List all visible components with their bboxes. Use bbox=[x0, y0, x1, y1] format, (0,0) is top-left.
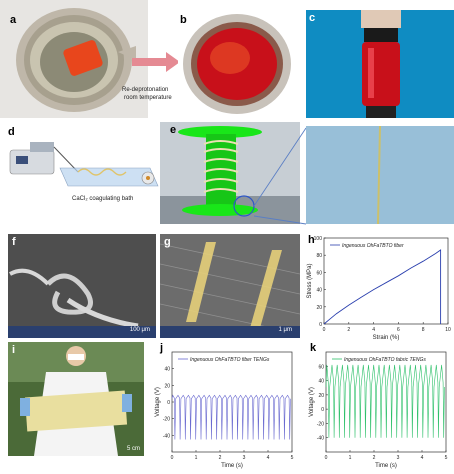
panel-h-stress-strain: h 0 2 4 6 8 10 0 20 40 60 80 100 Strain (%) Stress (M… bbox=[300, 232, 454, 344]
panel-e-spool-photo: e bbox=[160, 122, 300, 224]
sem-surface-illustration bbox=[160, 234, 300, 338]
x-tick-label: 10 bbox=[445, 327, 451, 333]
panel-j-voltage-fiber: j 0 1 2 3 4 5 40 20 0 -20 -40 Time (s) Voltage (V) In… bbox=[146, 340, 302, 474]
d-caption: CaCl₂ coagulating bath bbox=[72, 196, 134, 202]
beaker-orange-illustration bbox=[16, 8, 136, 112]
plot-frame bbox=[325, 351, 447, 453]
y-tick-label: 80 bbox=[316, 253, 322, 259]
y-tick-label: 60 bbox=[316, 270, 322, 276]
y-tick-label: -40 bbox=[317, 436, 324, 442]
y-tick-label: 0 bbox=[167, 400, 170, 406]
sem-knot-illustration bbox=[8, 234, 156, 338]
x-tick-label: 2 bbox=[219, 455, 222, 461]
person-holding-fabric-illustration bbox=[8, 342, 144, 456]
y-tick-label: 40 bbox=[316, 288, 322, 294]
y-tick-label: 20 bbox=[164, 383, 170, 389]
x-tick-label: 2 bbox=[347, 327, 350, 333]
panel-label-h: h bbox=[308, 234, 315, 246]
y-tick-label: 0 bbox=[319, 322, 322, 328]
voltage-time-chart-fabric: 0 1 2 3 4 5 60 40 20 0 -20 -40 Time (s) Voltage (V) In… bbox=[309, 351, 448, 469]
spool-illustration bbox=[160, 126, 300, 224]
y-tick-label: -40 bbox=[163, 433, 170, 439]
voltage-trace-fabric bbox=[325, 364, 445, 438]
x-tick-label: 0 bbox=[171, 455, 174, 461]
panel-f-sem-image: f 100 μm bbox=[8, 234, 156, 338]
panel-label-i: i bbox=[12, 344, 16, 356]
x-tick-label: 1 bbox=[195, 455, 198, 461]
i-scale-bar-label: 5 cm bbox=[126, 446, 140, 452]
x-tick-label: 0 bbox=[325, 455, 328, 461]
panel-label-f: f bbox=[12, 236, 16, 248]
x-axis-label: Time (s) bbox=[221, 463, 243, 469]
f-scale-bar-label: 100 μm bbox=[129, 327, 150, 333]
panel-d-wetspinning-diagram: d CaCl₂ coagulating bath bbox=[0, 122, 160, 224]
y-axis-label: Stress (MPa) bbox=[307, 263, 313, 298]
syringe-pump-illustration bbox=[9, 142, 159, 187]
x-tick-label: 6 bbox=[397, 327, 400, 333]
b-caption-2: room temperature bbox=[124, 95, 172, 101]
y-tick-label: 40 bbox=[318, 379, 324, 385]
panel-b-beaker-photo: b bbox=[178, 10, 296, 118]
y-tick-label: -20 bbox=[163, 417, 170, 423]
x-tick-label: 5 bbox=[291, 455, 294, 461]
legend-label: Ingenuous OhFaTBTO fiber TENGs bbox=[190, 357, 270, 363]
x-tick-label: 4 bbox=[372, 327, 375, 333]
panel-label-a: a bbox=[10, 14, 17, 26]
panel-label-c: c bbox=[309, 12, 316, 24]
fiber-zoom-illustration bbox=[306, 126, 454, 224]
y-tick-label: 40 bbox=[164, 367, 170, 373]
voltage-trace-fiber bbox=[171, 394, 291, 440]
vial-illustration bbox=[361, 10, 401, 118]
legend-label: Ingenuous OhFaTBTO fiber bbox=[342, 243, 404, 249]
panel-label-k: k bbox=[310, 342, 317, 354]
x-tick-label: 5 bbox=[445, 455, 448, 461]
panel-i-fabric-photo: i 5 cm bbox=[8, 342, 144, 456]
y-tick-label: 100 bbox=[314, 236, 323, 242]
x-tick-label: 3 bbox=[243, 455, 246, 461]
y-axis-label: Voltage (V) bbox=[309, 387, 315, 417]
panel-label-e: e bbox=[170, 124, 177, 136]
panel-label-j: j bbox=[160, 342, 164, 354]
x-tick-label: 2 bbox=[373, 455, 376, 461]
arrow-icon bbox=[132, 52, 180, 72]
beaker-red-illustration bbox=[183, 14, 291, 114]
panel-c-vial-photo: c bbox=[306, 10, 454, 118]
x-axis-label: Time (s) bbox=[375, 463, 397, 469]
voltage-time-chart-fiber: 0 1 2 3 4 5 40 20 0 -20 -40 Time (s) Voltage (V) Inge… bbox=[155, 351, 294, 469]
y-tick-label: 20 bbox=[318, 393, 324, 399]
y-tick-label: 60 bbox=[318, 364, 324, 370]
x-tick-label: 0 bbox=[323, 327, 326, 333]
x-tick-label: 4 bbox=[267, 455, 270, 461]
stress-strain-curve bbox=[323, 249, 442, 325]
y-tick-label: -20 bbox=[317, 421, 324, 427]
y-axis-label: Voltage (V) bbox=[155, 387, 161, 417]
x-tick-label: 1 bbox=[349, 455, 352, 461]
panel-k-voltage-fabric: k 0 1 2 3 4 5 60 40 20 0 -20 -40 Time (s) Voltage (V)… bbox=[300, 340, 454, 474]
y-tick-label: 0 bbox=[321, 407, 324, 413]
b-caption-1: Re-deprotonation bbox=[122, 87, 169, 93]
panel-label-d: d bbox=[8, 126, 15, 138]
x-tick-label: 3 bbox=[397, 455, 400, 461]
legend-label: Ingenuous OhFaTBTO fabric TENGs bbox=[344, 357, 426, 363]
panel-fiber-zoom-photo bbox=[306, 126, 454, 224]
x-tick-label: 4 bbox=[421, 455, 424, 461]
y-tick-label: 20 bbox=[316, 305, 322, 311]
x-tick-label: 8 bbox=[422, 327, 425, 333]
plot-frame bbox=[323, 237, 449, 325]
panel-g-sem-image: g 1 μm bbox=[160, 234, 300, 338]
g-scale-bar-label: 1 μm bbox=[278, 327, 292, 333]
panel-label-b: b bbox=[180, 14, 187, 26]
panel-label-g: g bbox=[164, 236, 171, 248]
x-axis-label: Strain (%) bbox=[373, 335, 400, 341]
panel-a-beaker-photo: a bbox=[0, 0, 148, 118]
